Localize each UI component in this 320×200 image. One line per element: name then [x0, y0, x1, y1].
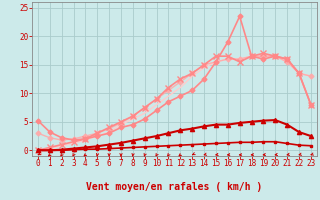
X-axis label: Vent moyen/en rafales ( km/h ): Vent moyen/en rafales ( km/h ): [86, 182, 262, 192]
